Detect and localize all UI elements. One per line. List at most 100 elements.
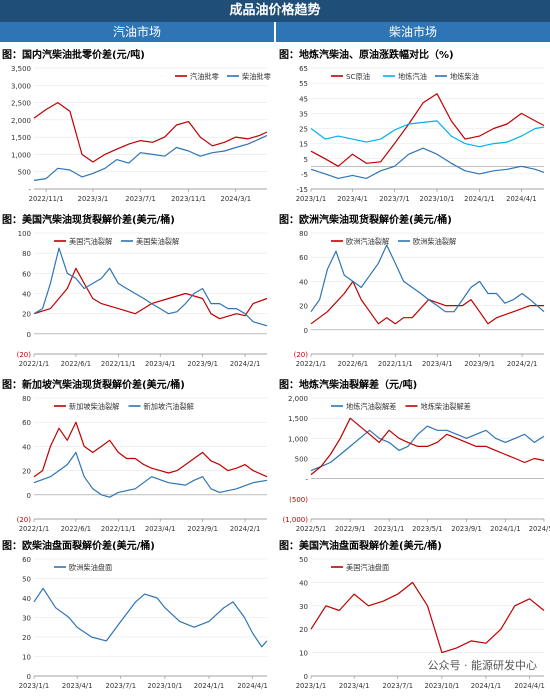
y-tick-label: 3,500 <box>11 65 31 73</box>
legend-label: 新加坡汽油裂解 <box>144 402 194 411</box>
chart-svg: (20) 0 20 40 60 80 100 2022/1/1 2022/6/1 2022/11/… <box>17 230 268 368</box>
y-tick-label: 20 <box>299 303 308 311</box>
legend-label: 欧洲柴油盘面 <box>69 563 112 572</box>
y-tick-label: 1,500 <box>288 415 308 423</box>
chart-panel-singapore-crack-spread: 图：新加坡汽柴油现货裂解价差(美元/桶) (20) 0 20 40 60 80 2022/1… <box>0 376 273 539</box>
chart-svg: 0 10 20 30 40 50 2023/1/1 2023/4/1 2023/7/1 2023/… <box>296 556 545 690</box>
x-tick-label: 2023/1/1 <box>374 525 405 533</box>
x-tick-label: 2022/5/1 <box>296 525 327 533</box>
y-tick-label: 5 <box>304 156 308 164</box>
chart-title: 图：地炼汽柴油、原油涨跌幅对比（%) <box>279 50 454 61</box>
y-tick-label: 60 <box>22 419 31 427</box>
gasoline-market-header: 汽油市场 <box>0 22 274 42</box>
y-tick-label: 0 <box>304 327 308 335</box>
y-tick-label: 0 <box>27 331 31 339</box>
y-tick-label: 2,500 <box>11 100 31 108</box>
y-tick-label: (500) <box>289 496 308 504</box>
watermark-label: 公众号 · 能源研发中心 <box>424 656 540 674</box>
y-tick-label: 40 <box>299 278 308 286</box>
legend-label: 地炼汽油 <box>398 72 427 81</box>
x-tick-label: 2023/9/1 <box>451 525 482 533</box>
x-tick-label: 2023/10/1 <box>424 682 459 690</box>
chart-panel-europe-diesel-futures-crack: 图：欧柴油盘面裂解价差(美元/桶) 0 10 20 30 40 50 60 2023/1/1 2… <box>0 537 273 696</box>
chart-panel-us-gasoline-futures-crack: 图：美国汽油盘面裂解价差(美元/桶) 0 10 20 30 40 50 2023/1/1 20… <box>277 537 550 696</box>
y-tick-label: (20) <box>294 351 309 359</box>
chart-svg: -15 -5 5 15 25 35 45 55 65 2023/1/1 2023/4/1 2023/7… <box>296 65 545 203</box>
x-tick-label: 2023/4/1 <box>422 360 453 368</box>
chart-title: 图：欧柴油盘面裂解价差(美元/桶) <box>2 541 155 552</box>
y-tick-label: 20 <box>22 311 31 319</box>
x-tick-label: 2024/1/1 <box>471 682 502 690</box>
y-tick-label: 80 <box>22 395 31 403</box>
chart-svg: (20) 0 20 40 60 80 2022/1/1 2022/6/1 2022/11/1 20… <box>17 395 268 533</box>
x-tick-label: 2022/11/1 <box>101 360 136 368</box>
y-tick-label: 60 <box>22 556 31 564</box>
y-tick-label: 100 <box>18 230 31 238</box>
y-tick-label: 0 <box>304 673 308 681</box>
x-tick-label: 2022/11/1 <box>101 525 136 533</box>
y-tick-label: 30 <box>22 615 31 623</box>
y-tick-label: (1,000) <box>282 516 308 524</box>
y-tick-label: 55 <box>299 80 308 88</box>
legend-label: 柴油批零 <box>242 72 271 81</box>
x-tick-label: 2023/4/1 <box>145 360 176 368</box>
y-tick-label: 20 <box>22 468 31 476</box>
diesel-market-header: 柴油市场 <box>276 22 550 42</box>
chart-title: 图：美国汽油盘面裂解价差(美元/桶) <box>279 541 442 552</box>
x-tick-label: 2023/1/1 <box>19 682 50 690</box>
y-tick-label: 35 <box>299 110 308 118</box>
chart-svg: 0 10 20 30 40 50 60 2023/1/1 2023/4/1 2023/7/1 202… <box>19 556 268 690</box>
x-tick-label: 2023/7/1 <box>379 195 410 203</box>
y-tick-label: 80 <box>299 230 308 238</box>
chart-title: 图：欧洲汽柴油现货裂解价差(美元/桶) <box>279 215 452 226</box>
series-line-1 <box>310 93 545 167</box>
series-line-2 <box>310 244 545 313</box>
x-tick-label: 2023/5/1 <box>412 525 443 533</box>
x-tick-label: 2024/5/1 <box>529 525 550 533</box>
chart-panel-europe-crack-spread: 图：欧洲汽柴油现货裂解价差(美元/桶) (20) 0 20 40 60 80 2022/1/… <box>277 211 550 374</box>
y-tick-label: 500 <box>295 456 308 464</box>
y-tick-label: 60 <box>299 254 308 262</box>
x-tick-label: 2024/1/1 <box>194 682 225 690</box>
legend-label: 地炼柴油 <box>450 72 479 81</box>
x-tick-label: 2024/1/1 <box>464 195 495 203</box>
x-tick-label: 2023/4/1 <box>337 195 368 203</box>
legend-label: 汽油批零 <box>190 72 219 81</box>
y-tick-label: 80 <box>22 250 31 258</box>
x-tick-label: 2024/4/1 <box>514 682 545 690</box>
x-tick-label: 2023/10/1 <box>420 195 455 203</box>
y-tick-label: 50 <box>22 576 31 584</box>
series-line-1 <box>33 102 268 163</box>
y-tick-label: 1,500 <box>11 134 31 142</box>
y-tick-label: -5 <box>301 171 308 179</box>
x-tick-label: 2024/2/1 <box>230 525 261 533</box>
y-tick-label: 500 <box>18 169 31 177</box>
x-tick-label: 2023/9/1 <box>464 360 495 368</box>
y-tick-label: 3,000 <box>11 82 31 90</box>
chart-title: 图：美国汽柴油现货裂解价差(美元/桶) <box>2 215 175 226</box>
x-tick-label: 2023/4/1 <box>339 682 370 690</box>
x-tick-label: 2023/1/1 <box>296 682 327 690</box>
legend-label: 地炼汽油裂解差 <box>346 402 396 411</box>
y-tick-label: 40 <box>299 579 308 587</box>
x-tick-label: 2022/1/1 <box>296 360 327 368</box>
legend-label: 美国汽油盘面 <box>346 563 389 572</box>
x-tick-label: 2022/11/1 <box>29 195 64 203</box>
x-tick-label: 2023/7/1 <box>106 682 137 690</box>
x-tick-label: 2024/4/1 <box>506 195 537 203</box>
chart-panel-us-crack-spread: 图：美国汽柴油现货裂解价差(美元/桶) (20) 0 20 40 60 80 100 2022… <box>0 211 273 374</box>
y-tick-label: (20) <box>17 516 32 524</box>
chart-panel-local-refinery-vs-crude-change: 图：地炼汽柴油、原油涨跌幅对比（%) -15 -5 5 15 25 35 45 55 65 202… <box>277 46 550 209</box>
legend-label: 欧洲汽油裂解 <box>346 237 389 246</box>
x-tick-label: 2023/10/1 <box>147 682 182 690</box>
x-tick-label: 2023/4/1 <box>145 525 176 533</box>
y-tick-label: 0 <box>27 492 31 500</box>
legend-label: 美国汽油裂解 <box>69 237 112 246</box>
y-tick-label: 40 <box>22 291 31 299</box>
series-line-2 <box>310 120 545 148</box>
legend-label: 地炼柴油裂解差 <box>421 402 471 411</box>
legend-label: 美国柴油裂解 <box>136 237 179 246</box>
series-line-3 <box>310 147 545 179</box>
y-tick-label: 15 <box>299 141 308 149</box>
y-tick-label: -15 <box>297 186 308 194</box>
